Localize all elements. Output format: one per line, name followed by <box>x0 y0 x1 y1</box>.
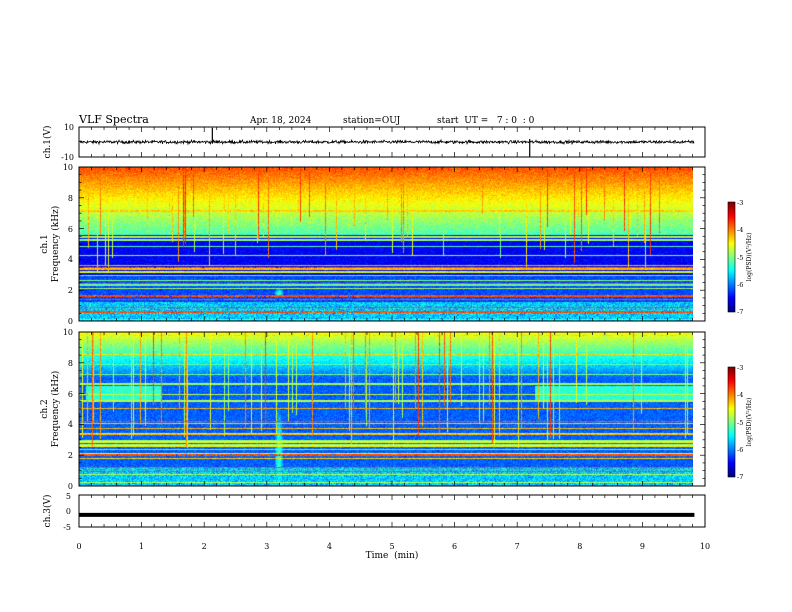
ch1-cbar-tick-m6: -6 <box>737 281 743 289</box>
time-axis-ticks: 0 1 2 3 4 5 6 7 8 9 10 <box>76 542 710 551</box>
ch2-ytick-2: 2 <box>68 451 73 460</box>
ch1-ytick-8: 8 <box>68 194 73 203</box>
ch1-spectrogram-panel: 0 2 4 6 8 10 ch.1 Frequency (kHz) -3 -4 … <box>40 163 753 326</box>
ch2-spectrogram-heatmap <box>79 332 693 486</box>
ch1-spectrogram-heatmap <box>79 167 693 321</box>
xtick-9: 9 <box>640 542 645 551</box>
time-axis-label: Time (min) <box>366 550 419 561</box>
ch2-cbar-tick-m3: -3 <box>737 364 743 372</box>
xtick-10: 10 <box>700 542 710 551</box>
ch3-ytick-5: 5 <box>66 492 71 501</box>
ch2-ytick-0: 0 <box>68 482 73 491</box>
ch2-cbar-tick-m7: -7 <box>737 473 743 481</box>
ch1-cbar-tick-m5: -5 <box>737 254 743 262</box>
xtick-8: 8 <box>577 542 582 551</box>
ch2-cbar-tick-m4: -4 <box>737 391 743 399</box>
ch3-ytick-0: 0 <box>66 507 71 516</box>
ch2-colorbar-ticks: -3 -4 -5 -6 -7 <box>737 364 743 481</box>
ch2-ytick-10: 10 <box>63 328 73 337</box>
ch1-colorbar-slot <box>728 202 735 312</box>
ch2-ytick-8: 8 <box>68 359 73 368</box>
ch1-spectrogram-xticks <box>78 167 706 321</box>
ch1-spectrogram-ytick-marks <box>79 166 705 322</box>
ch1-spectrogram-image-slot <box>79 167 693 321</box>
ch2-colorbar-slot <box>728 367 735 477</box>
ch1-ytick-10: 10 <box>63 163 73 172</box>
ch2-spectrogram-ylabel-frequency: Frequency (kHz) <box>50 371 61 448</box>
ch2-colorbar-frame <box>727 366 736 478</box>
ch1-colorbar-ticks: -3 -4 -5 -6 -7 <box>737 199 743 316</box>
xtick-6: 6 <box>452 542 457 551</box>
xtick-3: 3 <box>264 542 269 551</box>
xtick-2: 2 <box>202 542 207 551</box>
date-label: Apr. 18, 2024 <box>249 116 312 126</box>
ch2-cbar-tick-m6: -6 <box>737 446 743 454</box>
start-ut-label: start UT = 7 : 0 : 0 <box>437 116 535 126</box>
ch1-ytick-4: 4 <box>68 255 73 264</box>
ch1-waveform-xticks <box>78 127 706 157</box>
ch1-spectrogram-ylabel-frequency: Frequency (kHz) <box>50 206 61 283</box>
ch1-colorbar-label: log(PSD)(V²/Hz) <box>746 233 753 282</box>
xtick-7: 7 <box>515 542 520 551</box>
ch1-ytick-top: 10 <box>64 123 74 132</box>
xtick-0: 0 <box>76 542 81 551</box>
ch3-waveform-xticks <box>78 495 706 527</box>
ch2-spectrogram-ytick-marks <box>79 331 705 487</box>
ch1-ytick-0: 0 <box>68 317 73 326</box>
ch3-waveform-panel: 5 0 -5 ch.3(V) <box>42 492 706 532</box>
ch2-ytick-4: 4 <box>68 420 73 429</box>
xtick-5: 5 <box>389 542 394 551</box>
ch1-colorbar-frame <box>727 201 736 313</box>
ch1-ytick-6: 6 <box>68 225 73 234</box>
ch2-spectrogram-xticks <box>78 332 706 486</box>
ch2-spectrogram-ylabel-channel: ch.2 <box>40 399 50 418</box>
ch2-cbar-tick-m5: -5 <box>737 419 743 427</box>
ch2-spectrogram-image-slot <box>79 332 693 486</box>
ch1-cbar-tick-m3: -3 <box>737 199 743 207</box>
ch1-waveform-ylabel: ch.1(V) <box>42 126 53 159</box>
ch1-waveform-panel: 10 -10 ch.1(V) <box>42 123 706 162</box>
ch1-ytick-2: 2 <box>68 286 73 295</box>
ch1-cbar-tick-m4: -4 <box>737 226 743 234</box>
figure-title: VLF Spectra <box>78 113 149 126</box>
ch1-spectrogram-ylabel-channel: ch.1 <box>40 234 50 253</box>
ch1-cbar-tick-m7: -7 <box>737 308 743 316</box>
ch2-colorbar-label: log(PSD)(V²/Hz) <box>746 398 753 447</box>
xtick-1: 1 <box>139 542 144 551</box>
xtick-4: 4 <box>327 542 332 551</box>
ch2-spectrogram-yticks: 0 2 4 6 8 10 <box>63 328 73 491</box>
ch1-spectrogram-yticks: 0 2 4 6 8 10 <box>63 163 73 326</box>
ch1-colorbar-gradient <box>728 202 735 312</box>
ch3-waveform-ylabel: ch.3(V) <box>42 495 53 528</box>
ch1-waveform-trace <box>78 138 695 146</box>
station-label: station=OUJ <box>343 116 401 126</box>
ch3-ytick-m5: -5 <box>63 523 71 532</box>
ch2-colorbar-gradient <box>728 367 735 477</box>
ch2-spectrogram-panel: 0 2 4 6 8 10 ch.2 Frequency (kHz) -3 -4 … <box>40 328 753 491</box>
ch2-ytick-6: 6 <box>68 390 73 399</box>
ch1-ytick-bottom: -10 <box>61 153 74 162</box>
